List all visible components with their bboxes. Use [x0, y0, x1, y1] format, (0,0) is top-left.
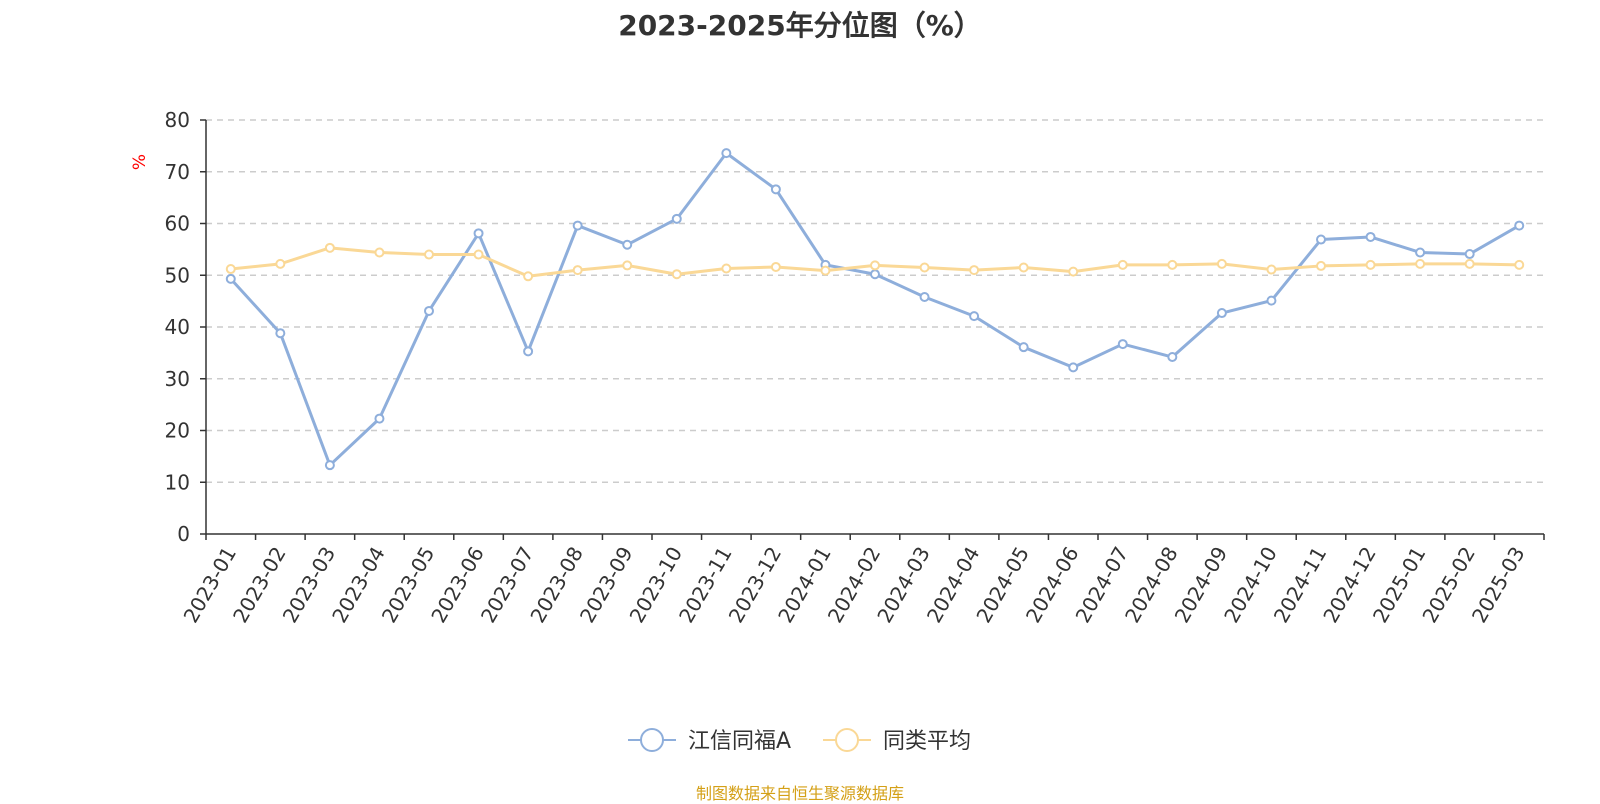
data-point[interactable]: [225, 273, 236, 284]
series-lines: [225, 148, 1525, 471]
data-source-note: 制图数据来自恒生聚源数据库: [695, 784, 904, 803]
data-point[interactable]: [1464, 258, 1475, 269]
data-point[interactable]: [622, 239, 633, 250]
data-point[interactable]: [969, 265, 980, 276]
data-point[interactable]: [324, 242, 335, 253]
data-point[interactable]: [523, 271, 534, 282]
y-tick-label: 30: [165, 367, 190, 391]
y-tick-label: 40: [165, 315, 190, 339]
data-point[interactable]: [572, 265, 583, 276]
y-axis-label: %: [130, 154, 150, 170]
data-point[interactable]: [1514, 220, 1525, 231]
data-point[interactable]: [721, 263, 732, 274]
data-point[interactable]: [770, 261, 781, 272]
y-tick-label: 50: [165, 263, 190, 287]
data-point[interactable]: [1216, 258, 1227, 269]
data-point[interactable]: [424, 305, 434, 316]
data-point[interactable]: [919, 262, 930, 273]
data-point[interactable]: [1167, 352, 1178, 363]
series-2: [225, 242, 1525, 282]
data-point[interactable]: [622, 260, 633, 271]
data-point[interactable]: [870, 260, 880, 271]
legend: 江信同福A 同类平均: [628, 728, 971, 754]
legend-item-1[interactable]: 江信同福A: [628, 728, 791, 754]
legend-item-2[interactable]: 同类平均: [823, 728, 971, 754]
data-point[interactable]: [820, 265, 831, 276]
data-point[interactable]: [374, 413, 385, 424]
legend-marker-icon: [835, 728, 859, 752]
data-point[interactable]: [225, 264, 236, 275]
data-point[interactable]: [1415, 247, 1426, 258]
data-point[interactable]: [1415, 258, 1426, 269]
data-point[interactable]: [424, 249, 434, 260]
y-tick-label: 60: [165, 212, 190, 236]
legend-label: 同类平均: [883, 729, 971, 754]
data-point[interactable]: [1216, 308, 1227, 319]
data-point[interactable]: [969, 311, 980, 322]
legend-marker-icon: [640, 728, 664, 752]
series-line: [229, 151, 1520, 467]
chart-title: 2023-2025年分位图（%）: [618, 9, 982, 42]
data-point[interactable]: [671, 269, 682, 280]
data-point[interactable]: [721, 148, 732, 159]
data-point[interactable]: [473, 228, 484, 239]
data-point[interactable]: [1018, 342, 1029, 353]
y-tick-label: 10: [165, 470, 190, 494]
data-point[interactable]: [1514, 259, 1525, 270]
legend-label: 江信同福A: [688, 729, 791, 754]
data-point[interactable]: [1068, 362, 1079, 373]
data-point[interactable]: [473, 249, 484, 260]
data-point[interactable]: [1464, 249, 1475, 260]
data-point[interactable]: [770, 184, 781, 195]
data-point[interactable]: [523, 346, 534, 357]
axes: 010203040506070802023-012023-022023-0320…: [165, 108, 1545, 627]
data-point[interactable]: [1266, 295, 1277, 306]
data-point[interactable]: [1365, 259, 1376, 270]
data-point[interactable]: [1117, 259, 1128, 270]
data-point[interactable]: [1018, 262, 1029, 273]
data-point[interactable]: [1117, 339, 1128, 350]
data-point[interactable]: [1068, 266, 1079, 277]
data-point[interactable]: [1365, 231, 1376, 242]
data-point[interactable]: [572, 220, 583, 231]
grid-lines: [206, 119, 1544, 483]
data-point[interactable]: [324, 460, 335, 471]
data-point[interactable]: [374, 247, 385, 258]
data-point[interactable]: [1266, 264, 1277, 275]
y-tick-label: 80: [165, 108, 190, 132]
series-1: [225, 148, 1525, 471]
data-point[interactable]: [870, 269, 880, 280]
data-point[interactable]: [275, 328, 286, 339]
data-point[interactable]: [671, 213, 682, 224]
y-tick-label: 0: [177, 522, 190, 546]
data-point[interactable]: [275, 258, 286, 269]
data-point[interactable]: [1167, 259, 1178, 270]
y-tick-label: 70: [165, 160, 190, 184]
data-point[interactable]: [1316, 234, 1326, 245]
data-point[interactable]: [1316, 260, 1326, 271]
data-point[interactable]: [919, 291, 930, 302]
y-tick-label: 20: [165, 419, 190, 443]
